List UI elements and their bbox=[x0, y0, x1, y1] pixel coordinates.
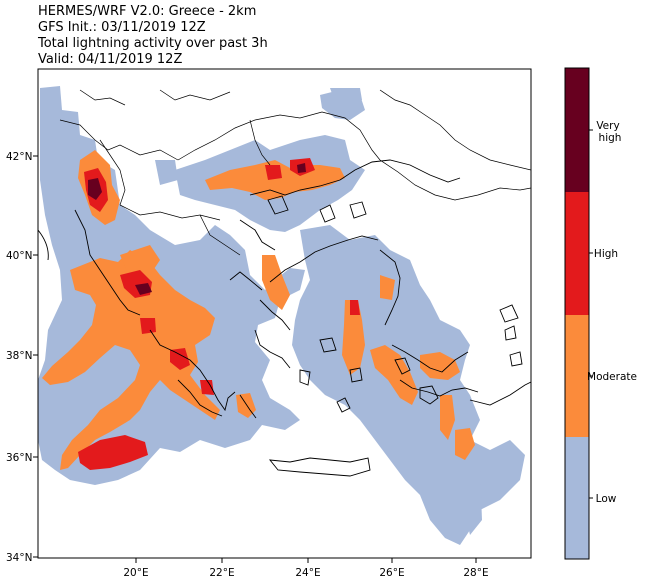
colorbar-segment-moderate bbox=[565, 315, 589, 437]
lat-label-42: 42°N bbox=[6, 151, 32, 163]
title-line-model: HERMES/WRF V2.0: Greece - 2km bbox=[38, 4, 257, 19]
colorbar-label-high: High bbox=[594, 248, 618, 260]
map-title: HERMES/WRF V2.0: Greece - 2km GFS Init.:… bbox=[38, 4, 268, 68]
lon-label-20: 20°E bbox=[123, 567, 148, 579]
colorbar-label-very-high-1: Very bbox=[596, 120, 619, 132]
title-line-valid: Valid: 04/11/2019 12Z bbox=[38, 52, 183, 67]
title-line-variable: Total lightning activity over past 3h bbox=[38, 36, 268, 51]
lat-label-38: 38°N bbox=[6, 350, 32, 362]
colorbar-label-low: Low bbox=[596, 493, 617, 505]
colorbar-segment-very-high bbox=[565, 68, 589, 192]
longitude-labels: 20°E 22°E 24°E 26°E 28°E bbox=[123, 567, 488, 579]
land-borders bbox=[59, 89, 531, 256]
lightning-field bbox=[38, 86, 531, 545]
colorbar-segment-low bbox=[565, 437, 589, 559]
colorbar-segment-high bbox=[565, 192, 589, 315]
latitude-labels: 42°N 40°N 38°N 36°N 34°N bbox=[6, 151, 32, 564]
colorbar-label-very-high-2: high bbox=[599, 132, 622, 144]
very-high-activity-area bbox=[88, 163, 306, 295]
lon-label-28: 28°E bbox=[463, 567, 488, 579]
map-frame bbox=[37, 68, 532, 559]
lat-label-40: 40°N bbox=[6, 250, 32, 262]
lat-label-34: 34°N bbox=[6, 552, 32, 564]
lon-label-22: 22°E bbox=[209, 567, 234, 579]
lon-label-24: 24°E bbox=[295, 567, 320, 579]
lat-label-36: 36°N bbox=[6, 452, 32, 464]
title-line-init: GFS Init.: 03/11/2019 12Z bbox=[38, 20, 206, 35]
colorbar: Low Moderate High Very high bbox=[564, 67, 637, 560]
lon-label-26: 26°E bbox=[379, 567, 404, 579]
axis-ticks bbox=[33, 155, 477, 563]
colorbar-label-moderate: Moderate bbox=[587, 371, 637, 383]
colorbar-frame bbox=[564, 67, 590, 560]
coastlines bbox=[38, 159, 531, 477]
